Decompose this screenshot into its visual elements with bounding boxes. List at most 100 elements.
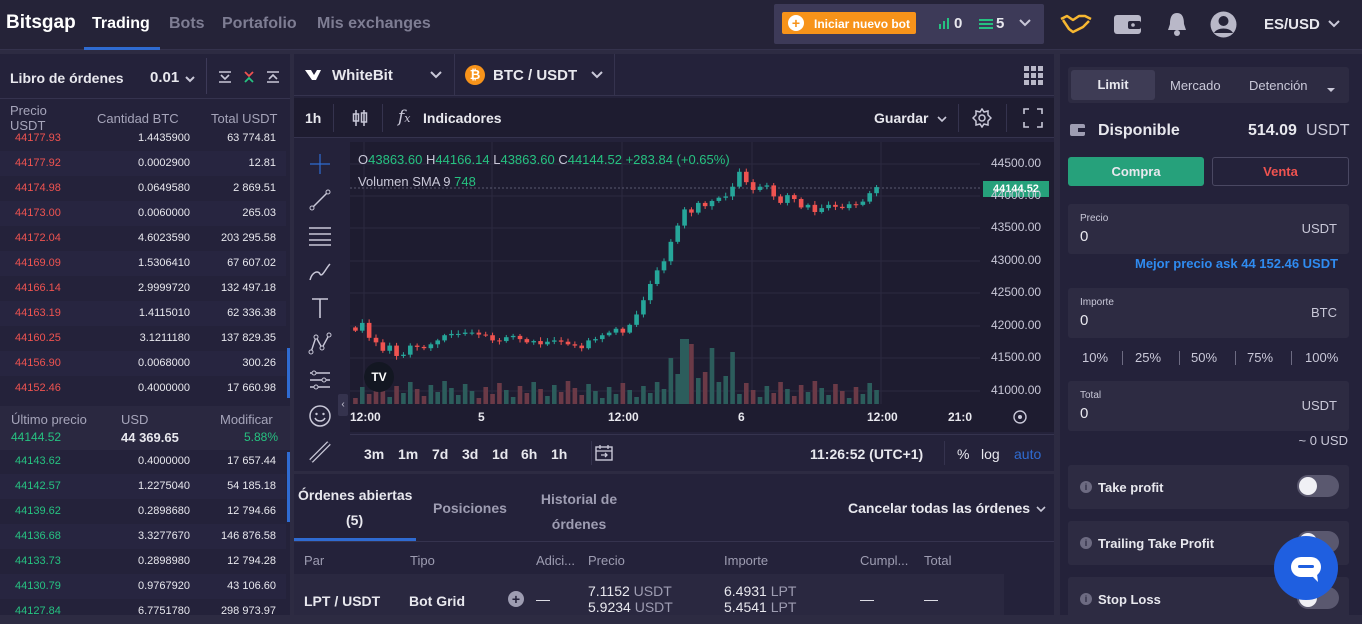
range-1h[interactable]: 1h bbox=[551, 446, 568, 462]
ask-row[interactable]: 44160.25 3.1211180 137 829.35 bbox=[0, 326, 286, 351]
candles-icon[interactable] bbox=[352, 109, 368, 127]
percent-button[interactable]: 100% bbox=[1305, 350, 1339, 365]
ruler-icon[interactable] bbox=[308, 440, 332, 464]
chevron-down-icon[interactable] bbox=[1018, 16, 1032, 30]
chat-support-button[interactable] bbox=[1274, 536, 1338, 600]
percent-button[interactable]: 75% bbox=[1247, 350, 1274, 365]
tab-open-orders[interactable]: Órdenes abiertas (5) bbox=[294, 474, 416, 542]
log-toggle[interactable]: log bbox=[981, 446, 1000, 462]
currency-chevron-icon[interactable] bbox=[1327, 17, 1341, 31]
book-asks-icon[interactable] bbox=[266, 70, 280, 84]
info-icon[interactable]: i bbox=[1080, 593, 1092, 605]
nav-portfolio[interactable]: Portafolio bbox=[222, 15, 297, 32]
exchange-chevron-icon[interactable] bbox=[429, 68, 443, 82]
start-new-bot-button[interactable]: + Iniciar nuevo bot bbox=[782, 12, 916, 34]
sell-button[interactable]: Venta bbox=[1212, 157, 1349, 186]
tab-market[interactable]: Mercado bbox=[1170, 78, 1221, 93]
range-1d[interactable]: 1d bbox=[492, 446, 509, 462]
bid-row[interactable]: 44127.84 6.7751780 298 973.97 bbox=[0, 599, 286, 624]
layout-grid-icon[interactable] bbox=[1024, 66, 1044, 86]
ask-row[interactable]: 44174.98 0.0649580 2 869.51 bbox=[0, 176, 286, 201]
ask-row[interactable]: 44177.93 1.4435900 63 774.81 bbox=[0, 126, 286, 151]
tradingview-logo-icon[interactable]: TV bbox=[364, 362, 394, 392]
ask-row[interactable]: 44163.19 1.4115010 62 336.38 bbox=[0, 301, 286, 326]
bid-row[interactable]: 44143.62 0.4000000 17 657.44 bbox=[0, 449, 286, 474]
amount-input[interactable]: 0 bbox=[1080, 312, 1089, 329]
step-chevron-icon[interactable] bbox=[184, 72, 196, 84]
ask-row[interactable]: 44177.92 0.0002900 12.81 bbox=[0, 151, 286, 176]
cancel-all-orders-button[interactable]: Cancelar todas las órdenes bbox=[848, 500, 1031, 516]
tab-limit[interactable]: Limit bbox=[1071, 70, 1155, 100]
bid-row[interactable]: 44139.62 0.2898680 12 794.66 bbox=[0, 499, 286, 524]
prediction-icon[interactable] bbox=[308, 368, 332, 392]
cancel-chevron-icon[interactable] bbox=[1035, 502, 1047, 514]
ask-row[interactable]: 44166.14 2.9999720 132 497.18 bbox=[0, 276, 286, 301]
text-tool-icon[interactable] bbox=[308, 296, 332, 320]
percent-button[interactable]: 50% bbox=[1191, 350, 1218, 365]
bell-icon[interactable] bbox=[1166, 11, 1188, 37]
nav-exchanges[interactable]: Mis exchanges bbox=[317, 15, 431, 32]
percent-toggle[interactable]: % bbox=[957, 446, 970, 462]
book-bids-asks-icon[interactable] bbox=[242, 70, 256, 84]
price-chart[interactable]: O43863.60 H44166.14 L43863.60 C44144.52 … bbox=[350, 142, 1054, 432]
save-button[interactable]: Guardar bbox=[874, 110, 929, 126]
wallet-icon[interactable] bbox=[1113, 12, 1143, 36]
total-field[interactable]: Total 0 USDT bbox=[1068, 381, 1349, 431]
range-6h[interactable]: 6h bbox=[521, 446, 538, 462]
bid-row[interactable]: 44136.68 3.3277670 146 876.58 bbox=[0, 524, 286, 549]
fx-icon[interactable]: fx bbox=[398, 107, 411, 127]
range-1m[interactable]: 1m bbox=[398, 446, 419, 462]
exchange-select[interactable]: WhiteBit bbox=[332, 67, 393, 84]
percent-button[interactable]: 10% bbox=[1082, 350, 1109, 365]
save-chevron-icon[interactable] bbox=[936, 112, 948, 124]
range-7d[interactable]: 7d bbox=[432, 446, 449, 462]
settings-gear-icon[interactable] bbox=[971, 107, 993, 129]
bid-row[interactable]: 44142.57 1.2275040 54 185.18 bbox=[0, 474, 286, 499]
currency-selector[interactable]: ES/USD bbox=[1264, 16, 1320, 33]
ask-row[interactable]: 44172.04 4.6023590 203 295.58 bbox=[0, 226, 286, 251]
best-ask-link[interactable]: Mejor precio ask 44 152.46 USDT bbox=[1135, 256, 1339, 271]
compare-range-icon[interactable] bbox=[594, 444, 614, 462]
buy-button[interactable]: Compra bbox=[1068, 157, 1204, 186]
nav-bots[interactable]: Bots bbox=[169, 15, 205, 32]
info-icon[interactable]: i bbox=[1080, 481, 1092, 493]
pair-select[interactable]: BTC / USDT bbox=[493, 67, 578, 84]
pair-chevron-icon[interactable] bbox=[590, 68, 604, 82]
fib-lines-icon[interactable] bbox=[308, 224, 332, 248]
percent-button[interactable]: 25% bbox=[1135, 350, 1162, 365]
tab-positions[interactable]: Posiciones bbox=[433, 500, 507, 516]
range-3d[interactable]: 3d bbox=[462, 446, 479, 462]
axis-settings-icon[interactable] bbox=[1012, 409, 1028, 425]
book-both-icon[interactable] bbox=[218, 70, 232, 84]
emoji-icon[interactable] bbox=[308, 404, 332, 428]
bid-row[interactable]: 44133.73 0.2898980 12 794.28 bbox=[0, 549, 286, 574]
brush-icon[interactable] bbox=[308, 260, 332, 284]
price-field[interactable]: Precio 0 USDT bbox=[1068, 204, 1349, 254]
range-3m[interactable]: 3m bbox=[364, 446, 385, 462]
ask-row[interactable]: 44173.00 0.0060000 265.03 bbox=[0, 201, 286, 226]
user-avatar-icon[interactable] bbox=[1210, 11, 1237, 38]
ask-row[interactable]: 44156.90 0.0068000 300.26 bbox=[0, 351, 286, 376]
trend-line-icon[interactable] bbox=[308, 188, 332, 212]
info-icon[interactable]: i bbox=[1080, 537, 1092, 549]
brand-logo[interactable]: Bitsgap bbox=[6, 12, 76, 33]
auto-toggle[interactable]: auto bbox=[1014, 446, 1042, 462]
ask-row[interactable]: 44169.09 1.5306410 67 607.02 bbox=[0, 251, 286, 276]
handshake-icon[interactable] bbox=[1059, 11, 1093, 37]
total-input[interactable]: 0 bbox=[1080, 405, 1089, 422]
amount-field[interactable]: Importe 0 BTC bbox=[1068, 288, 1349, 338]
indicators-button[interactable]: Indicadores bbox=[423, 110, 502, 126]
take-profit-toggle[interactable] bbox=[1297, 475, 1339, 497]
ask-row[interactable]: 44152.46 0.4000000 17 660.98 bbox=[0, 376, 286, 401]
nav-trading[interactable]: Trading bbox=[92, 15, 150, 32]
table-row[interactable]: LPT / USDT Bot Grid + — 7.1152 USDT 5.92… bbox=[294, 574, 1004, 615]
fullscreen-icon[interactable] bbox=[1023, 108, 1043, 128]
pattern-icon[interactable] bbox=[308, 332, 332, 356]
collapse-toolbar-icon[interactable]: ‹ bbox=[338, 394, 348, 416]
tab-more-icon[interactable] bbox=[1326, 81, 1336, 92]
tab-order-history[interactable]: Historial de órdenes bbox=[540, 491, 618, 532]
add-funds-icon[interactable]: + bbox=[508, 591, 524, 607]
crosshair-icon[interactable] bbox=[308, 152, 332, 176]
bid-row[interactable]: 44130.79 0.9767920 43 106.60 bbox=[0, 574, 286, 599]
interval-select[interactable]: 1h bbox=[305, 110, 322, 126]
